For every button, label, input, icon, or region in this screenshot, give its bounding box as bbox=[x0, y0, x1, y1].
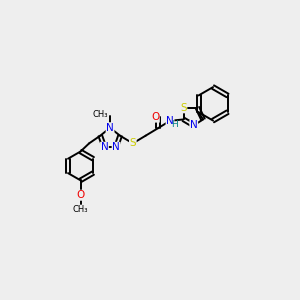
Text: N: N bbox=[100, 142, 108, 152]
Text: N: N bbox=[112, 142, 120, 152]
Text: S: S bbox=[130, 138, 136, 148]
Text: O: O bbox=[76, 190, 85, 200]
Text: O: O bbox=[151, 112, 159, 122]
Text: CH₃: CH₃ bbox=[92, 110, 108, 119]
Text: H: H bbox=[171, 121, 178, 130]
Text: N: N bbox=[106, 123, 114, 133]
Text: N: N bbox=[190, 121, 198, 130]
Text: N: N bbox=[166, 116, 174, 126]
Text: S: S bbox=[180, 103, 187, 113]
Text: CH₃: CH₃ bbox=[73, 205, 88, 214]
